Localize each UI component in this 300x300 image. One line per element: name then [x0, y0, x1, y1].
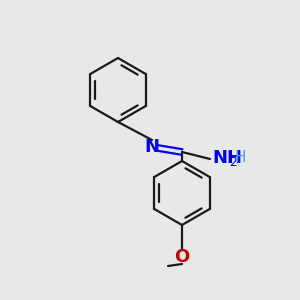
- Text: O: O: [174, 248, 190, 266]
- Text: N: N: [145, 138, 160, 156]
- Text: NH: NH: [212, 149, 242, 167]
- Text: H: H: [235, 149, 247, 164]
- Text: 2: 2: [229, 155, 237, 169]
